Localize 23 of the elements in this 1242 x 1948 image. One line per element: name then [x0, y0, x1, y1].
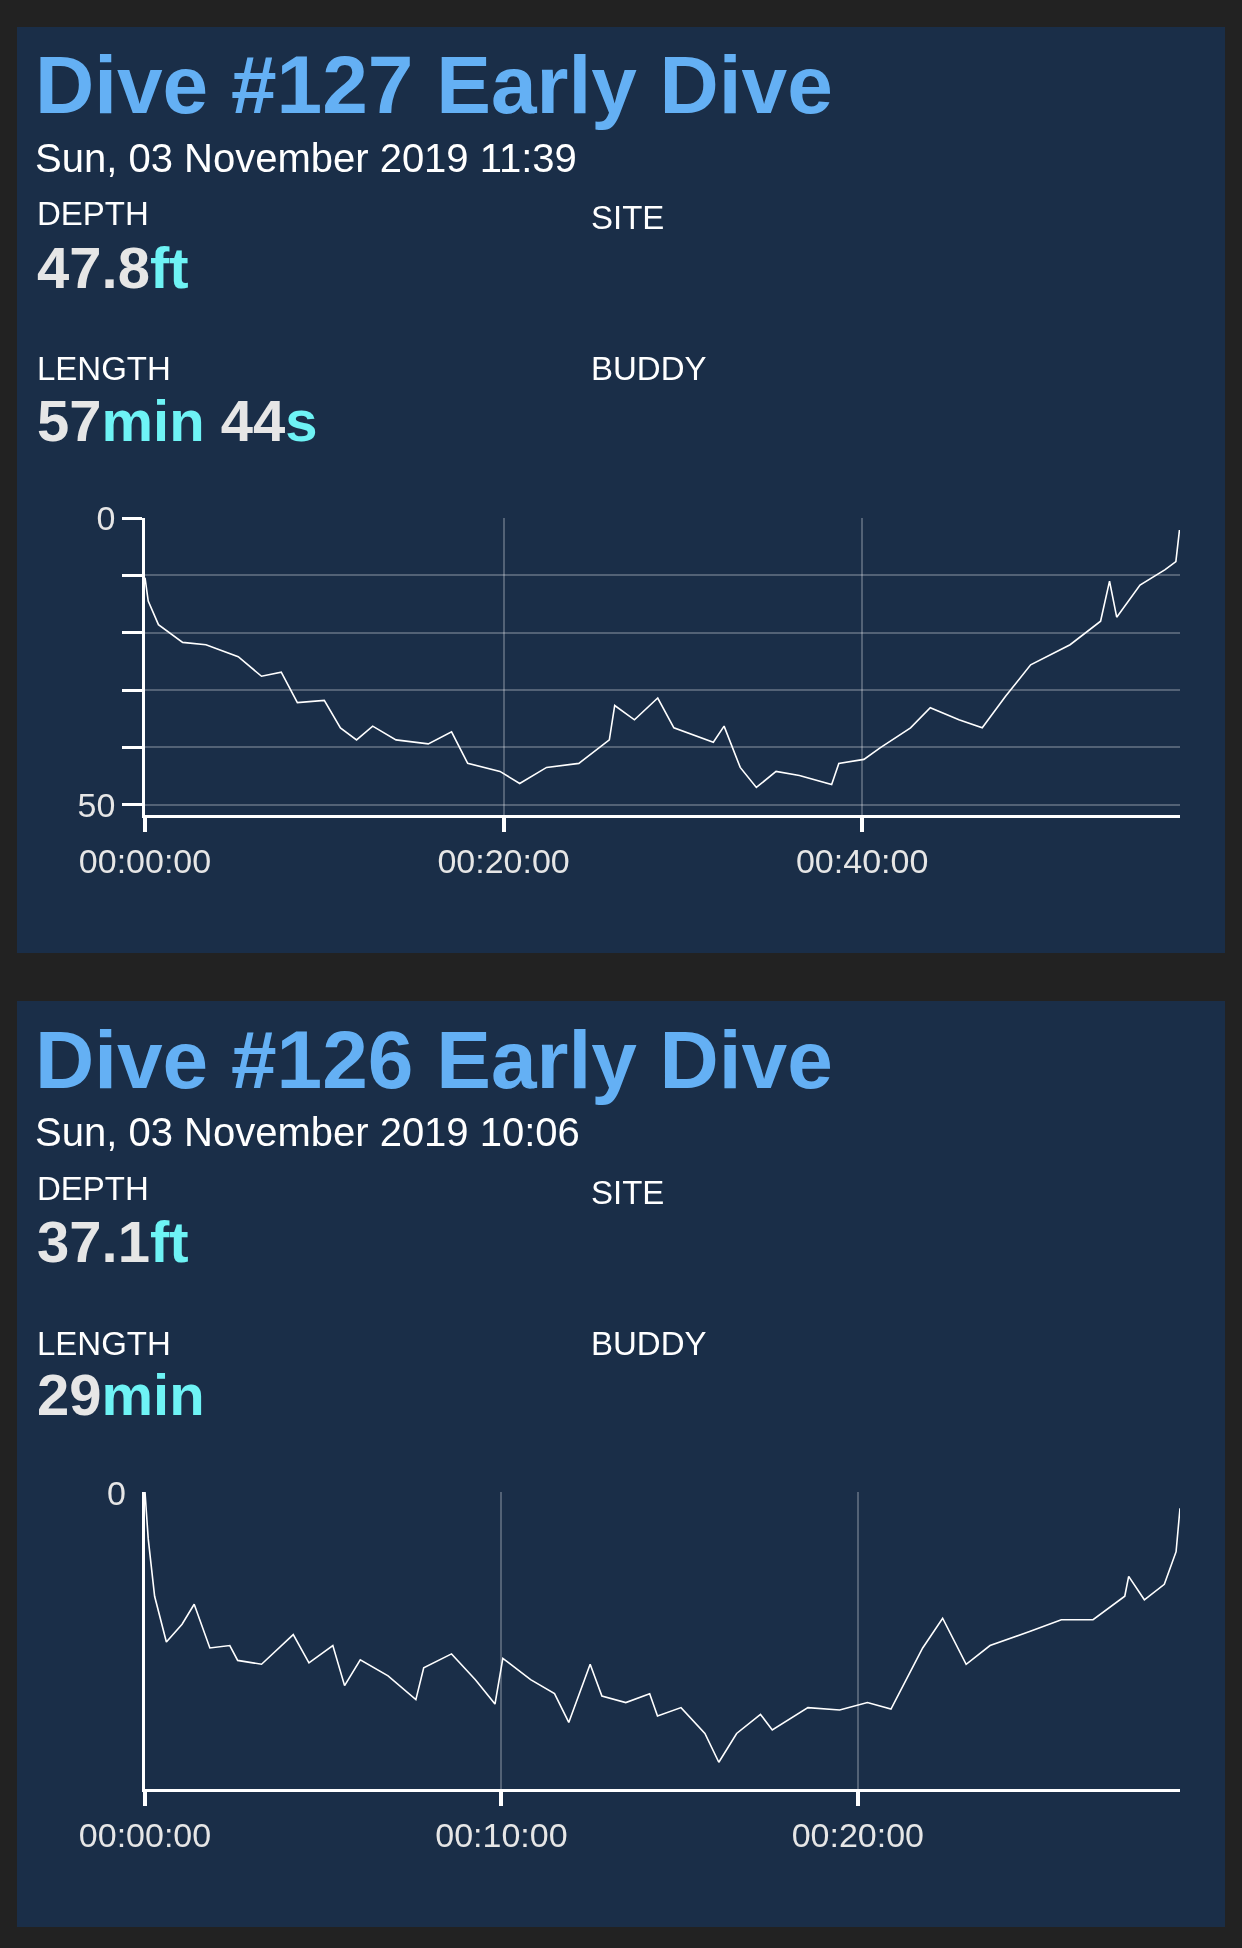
text: LENGTH: [37, 350, 171, 387]
text: DEPTH: [37, 195, 149, 232]
y-tick-label: 50: [77, 785, 116, 824]
x-tick-label: 00:00:00: [78, 1815, 212, 1854]
text: SITE: [591, 199, 665, 236]
chart-title: Dive #127 Early Dive: [35, 39, 833, 130]
text: LENGTH: [37, 1325, 171, 1362]
x-tick-label: 00:00:00: [78, 841, 212, 880]
chart-title: Dive #126 Early Dive: [35, 1014, 833, 1105]
text: BUDDY: [591, 350, 707, 387]
x-tick-label: 00:20:00: [791, 1815, 924, 1854]
x-tick-label: 00:10:00: [435, 1815, 568, 1854]
chart-subtitle: Sun, 03 November 2019 10:06: [35, 1110, 580, 1154]
text: 47.8ft: [37, 235, 189, 300]
text: 57min 44s: [37, 388, 318, 453]
text: 37.1ft: [37, 1209, 189, 1274]
text: SITE: [591, 1174, 665, 1211]
text: DEPTH: [37, 1170, 149, 1207]
chart-subtitle: Sun, 03 November 2019 11:39: [35, 136, 577, 180]
x-tick-label: 00:20:00: [437, 841, 570, 880]
text: BUDDY: [591, 1325, 707, 1362]
text: 29min: [37, 1362, 205, 1427]
x-tick-label: 00:40:00: [795, 841, 929, 880]
